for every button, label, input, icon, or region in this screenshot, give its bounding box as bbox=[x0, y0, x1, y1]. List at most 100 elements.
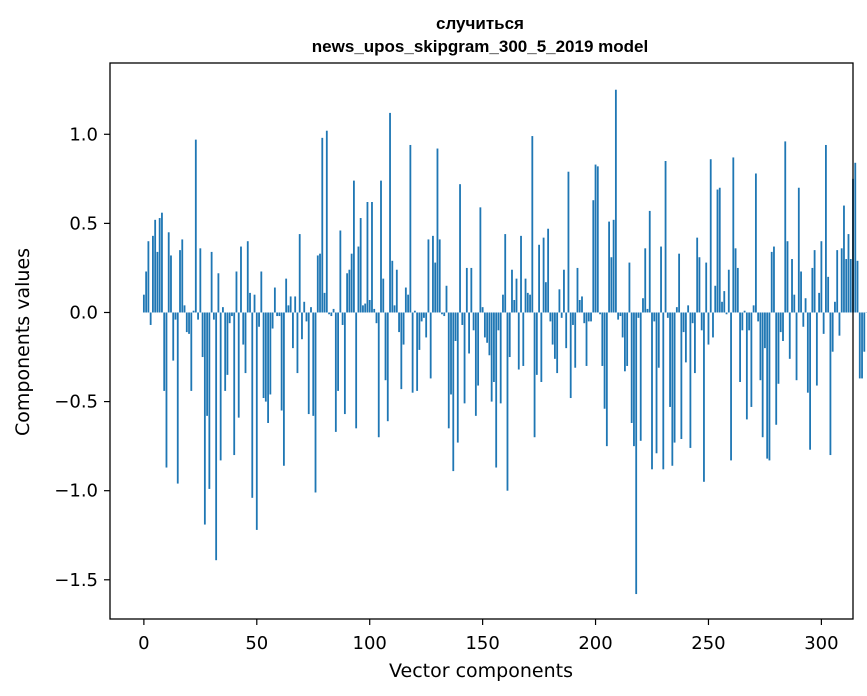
bar-301 bbox=[822, 312, 825, 334]
bar-232 bbox=[666, 312, 669, 318]
bar-136 bbox=[450, 312, 452, 395]
bar-274 bbox=[761, 312, 764, 438]
bar-251 bbox=[709, 159, 712, 313]
bar-34 bbox=[219, 312, 222, 461]
bar-316 bbox=[856, 260, 859, 313]
bar-210 bbox=[617, 312, 620, 320]
bar-155 bbox=[493, 312, 495, 382]
bar-268 bbox=[748, 312, 751, 331]
bar-141 bbox=[461, 312, 464, 325]
bar-270 bbox=[752, 305, 755, 313]
bar-11 bbox=[167, 232, 170, 313]
bar-24 bbox=[197, 312, 199, 320]
bar-235 bbox=[673, 312, 676, 443]
bar-104 bbox=[377, 312, 380, 438]
chart-title: случиться bbox=[436, 14, 524, 33]
bar-152 bbox=[486, 312, 489, 343]
bar-58 bbox=[273, 287, 276, 313]
bar-214 bbox=[626, 312, 629, 366]
bar-146 bbox=[472, 312, 475, 331]
bar-266 bbox=[743, 310, 746, 313]
bar-69 bbox=[298, 234, 301, 313]
bar-224 bbox=[648, 210, 651, 313]
bar-37 bbox=[226, 312, 229, 375]
bar-98 bbox=[364, 303, 367, 313]
bar-14 bbox=[174, 312, 177, 320]
x-tick-label: 150 bbox=[465, 633, 499, 654]
bar-203 bbox=[601, 312, 604, 366]
bar-25 bbox=[199, 248, 202, 313]
bar-271 bbox=[754, 173, 757, 313]
bar-305 bbox=[831, 312, 834, 352]
bar-26 bbox=[201, 312, 204, 358]
chart-subtitle: news_upos_skipgram_300_5_2019 model bbox=[312, 37, 648, 56]
y-tick-label: −1.0 bbox=[54, 481, 98, 502]
bar-303 bbox=[827, 276, 830, 313]
bar-198 bbox=[590, 312, 592, 322]
bar-293 bbox=[804, 298, 807, 313]
bar-35 bbox=[222, 307, 224, 313]
bar-212 bbox=[621, 312, 624, 338]
bar-174 bbox=[535, 312, 538, 375]
bar-4 bbox=[152, 235, 154, 313]
bar-80 bbox=[323, 292, 326, 313]
bar-227 bbox=[655, 312, 658, 454]
bar-243 bbox=[691, 312, 694, 324]
bar-220 bbox=[639, 312, 642, 441]
bar-254 bbox=[716, 189, 719, 313]
bar-15 bbox=[176, 312, 179, 484]
bar-256 bbox=[721, 301, 723, 313]
bar-142 bbox=[463, 312, 466, 404]
bar-112 bbox=[395, 269, 398, 313]
bar-150 bbox=[481, 307, 484, 313]
bar-38 bbox=[228, 312, 231, 324]
bar-315 bbox=[854, 162, 857, 313]
bar-91 bbox=[348, 269, 351, 313]
bar-144 bbox=[468, 312, 470, 354]
bar-204 bbox=[603, 312, 606, 409]
x-tick-label: 200 bbox=[578, 633, 612, 654]
bar-310 bbox=[843, 205, 845, 313]
bar-101 bbox=[371, 202, 373, 313]
bar-87 bbox=[339, 230, 342, 313]
bar-189 bbox=[569, 312, 572, 399]
bar-56 bbox=[269, 312, 272, 395]
bar-77 bbox=[316, 255, 319, 313]
bar-156 bbox=[495, 312, 498, 468]
bar-7 bbox=[158, 218, 161, 313]
bar-181 bbox=[551, 312, 554, 345]
bar-44 bbox=[242, 312, 245, 345]
bar-172 bbox=[531, 136, 534, 313]
bar-211 bbox=[619, 312, 622, 317]
bar-230 bbox=[662, 312, 665, 470]
y-axis-label: Components values bbox=[12, 248, 34, 436]
bar-245 bbox=[696, 237, 699, 313]
bar-215 bbox=[628, 262, 631, 313]
bar-28 bbox=[206, 312, 209, 416]
bar-133 bbox=[443, 312, 446, 317]
bar-277 bbox=[768, 312, 771, 461]
bar-127 bbox=[429, 312, 432, 379]
bar-18 bbox=[183, 305, 186, 313]
bar-285 bbox=[786, 241, 789, 313]
bar-23 bbox=[194, 139, 197, 313]
bar-308 bbox=[838, 312, 841, 336]
bar-298 bbox=[815, 312, 818, 386]
bar-114 bbox=[400, 312, 403, 390]
bar-312 bbox=[847, 234, 850, 313]
bar-205 bbox=[605, 312, 608, 447]
bar-62 bbox=[282, 312, 285, 466]
bar-273 bbox=[759, 312, 762, 381]
bar-48 bbox=[251, 312, 254, 498]
bar-66 bbox=[292, 312, 294, 349]
bar-219 bbox=[637, 312, 640, 318]
bar-249 bbox=[705, 262, 708, 313]
bar-143 bbox=[465, 267, 468, 313]
bar-276 bbox=[766, 312, 769, 459]
bar-222 bbox=[644, 248, 647, 313]
bar-166 bbox=[517, 312, 520, 370]
bar-258 bbox=[725, 312, 728, 315]
x-axis-ticks: 0 50 100 150 200 250 300 bbox=[138, 619, 839, 654]
bar-239 bbox=[682, 312, 685, 333]
bar-46 bbox=[246, 241, 249, 313]
